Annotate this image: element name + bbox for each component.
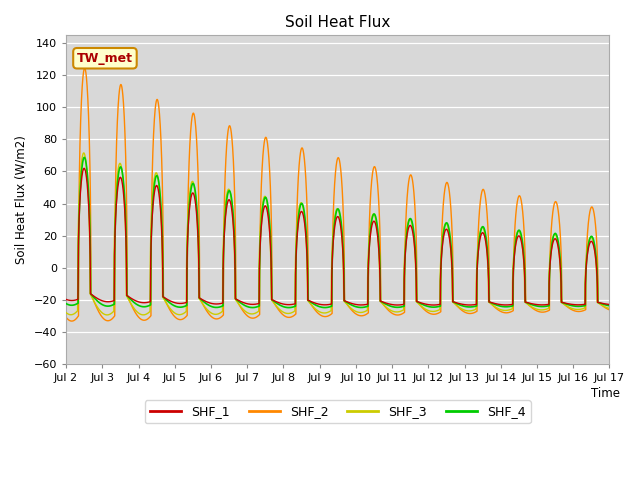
SHF_4 xyxy=(306,299,314,304)
X-axis label: Time: Time xyxy=(591,387,620,400)
Y-axis label: Soil Heat Flux (W/m2): Soil Heat Flux (W/m2) xyxy=(15,135,28,264)
SHF_1 xyxy=(191,198,199,204)
Title: Soil Heat Flux: Soil Heat Flux xyxy=(285,15,390,30)
SHF_2 xyxy=(605,307,613,313)
Line: SHF_3: SHF_3 xyxy=(66,153,609,315)
SHF_4 xyxy=(191,188,199,194)
Line: SHF_2: SHF_2 xyxy=(66,68,609,321)
SHF_2 xyxy=(306,300,314,305)
SHF_3 xyxy=(605,306,613,312)
SHF_4 xyxy=(81,155,88,160)
Legend: SHF_1, SHF_2, SHF_3, SHF_4: SHF_1, SHF_2, SHF_3, SHF_4 xyxy=(145,400,531,423)
SHF_1 xyxy=(194,236,202,241)
Line: SHF_1: SHF_1 xyxy=(66,168,609,305)
Text: TW_met: TW_met xyxy=(77,52,133,65)
SHF_4 xyxy=(605,303,613,309)
SHF_1 xyxy=(267,256,275,262)
SHF_1 xyxy=(80,166,88,171)
SHF_3 xyxy=(268,278,275,284)
SHF_4 xyxy=(62,301,70,307)
SHF_1 xyxy=(189,191,196,196)
SHF_2 xyxy=(189,112,196,118)
SHF_3 xyxy=(80,150,88,156)
SHF_4 xyxy=(267,246,275,252)
SHF_1 xyxy=(306,298,314,304)
SHF_1 xyxy=(62,297,70,302)
SHF_2 xyxy=(268,205,275,211)
SHF_1 xyxy=(429,302,437,308)
SHF_4 xyxy=(602,302,609,308)
SHF_2 xyxy=(81,65,88,71)
SHF_3 xyxy=(191,192,199,197)
SHF_2 xyxy=(602,305,609,311)
SHF_3 xyxy=(195,243,202,249)
SHF_3 xyxy=(602,304,609,310)
SHF_3 xyxy=(62,310,70,315)
SHF_3 xyxy=(189,179,196,184)
SHF_3 xyxy=(306,300,314,306)
SHF_2 xyxy=(195,174,202,180)
Line: SHF_4: SHF_4 xyxy=(66,157,609,308)
SHF_1 xyxy=(602,301,609,307)
SHF_4 xyxy=(189,181,196,187)
SHF_4 xyxy=(285,305,292,311)
SHF_2 xyxy=(62,314,70,320)
SHF_2 xyxy=(191,120,199,126)
SHF_1 xyxy=(605,301,613,307)
SHF_4 xyxy=(194,226,202,231)
SHF_3 xyxy=(103,312,111,318)
SHF_2 xyxy=(68,318,76,324)
